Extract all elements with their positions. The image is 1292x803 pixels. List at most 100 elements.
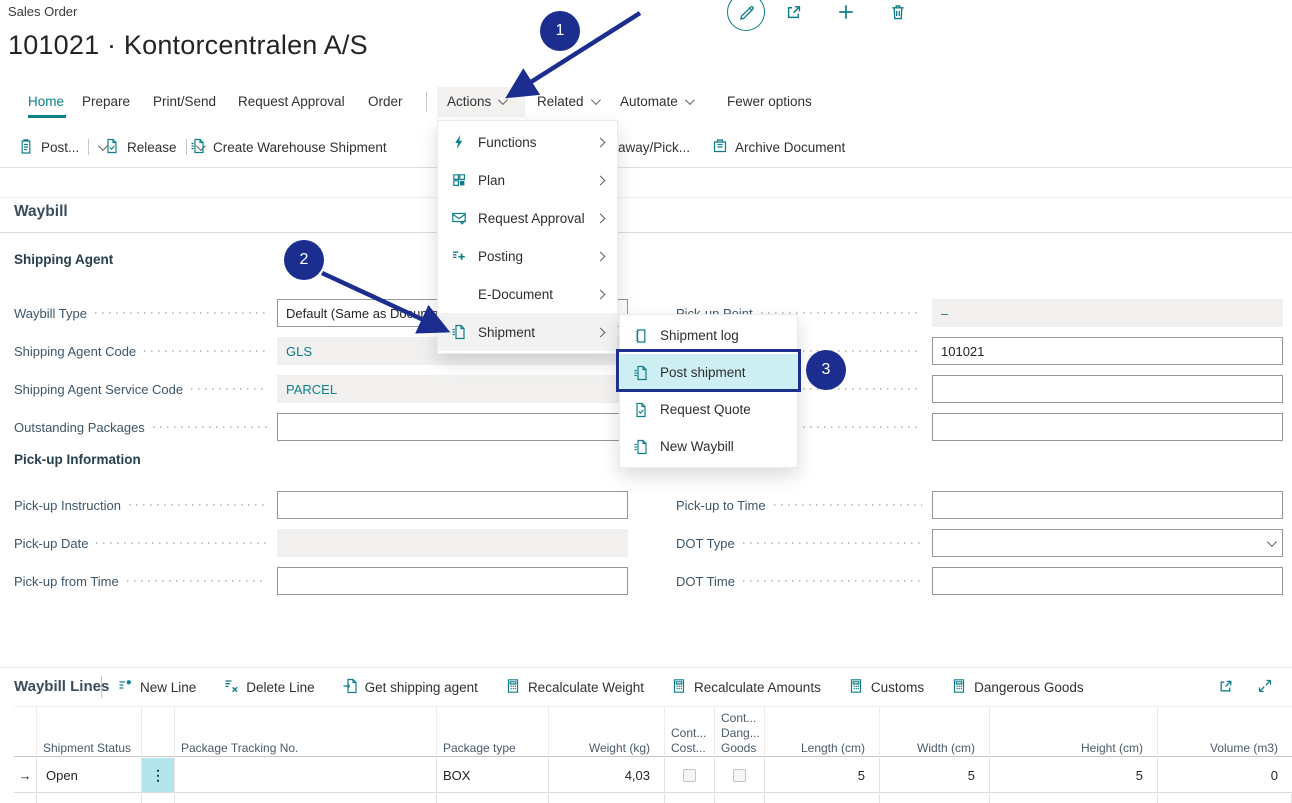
menu-item-shipment[interactable]: Shipment: [438, 313, 617, 351]
dot-time-input[interactable]: [932, 567, 1283, 595]
share-lines-button[interactable]: [1218, 678, 1234, 694]
pickup-to-time-input[interactable]: [932, 491, 1283, 519]
expand-lines-button[interactable]: [1257, 678, 1273, 694]
tab-actions[interactable]: Actions: [447, 94, 509, 109]
chevron-right-icon: [595, 175, 606, 185]
chevron-right-icon: [595, 251, 606, 261]
menu-item-e-document[interactable]: E-Document: [438, 275, 617, 313]
menu-item-request-approval[interactable]: Request Approval: [438, 199, 617, 237]
new-line-button[interactable]: New Line: [117, 678, 196, 697]
bolt-icon: [451, 134, 468, 150]
hidden-label-input-2[interactable]: [932, 413, 1283, 441]
tab-print-send[interactable]: Print/Send: [153, 94, 217, 109]
cell-package-type[interactable]: BOX: [437, 758, 549, 792]
col-package-tracking-no[interactable]: Package Tracking No.: [175, 707, 437, 760]
table-row: → Open ⋮ BOX 4,03 5 5 5 0: [14, 758, 1292, 793]
create-warehouse-shipment-button[interactable]: Create Warehouse Shipment: [190, 131, 387, 163]
col-volume[interactable]: Volume (m3): [1209, 741, 1278, 755]
clipboard-icon: [18, 138, 34, 157]
chevron-down-icon: [590, 95, 601, 106]
col-row-marker: [14, 707, 37, 760]
recalculate-amounts-button[interactable]: Recalculate Amounts: [671, 678, 821, 697]
cell-shipment-status[interactable]: Open: [37, 758, 142, 792]
chevron-down-icon[interactable]: [1266, 536, 1277, 547]
tab-request-approval[interactable]: Request Approval: [238, 94, 345, 109]
plus-icon: [837, 3, 855, 24]
waybill-lines-header-row: Shipment Status Package Tracking No. Pac…: [14, 706, 1292, 760]
customs-button[interactable]: Customs: [848, 678, 924, 697]
order-no-input[interactable]: 101021: [932, 337, 1283, 365]
page-title: 101021 · Kontorcentralen A/S: [8, 30, 368, 60]
cell-width[interactable]: 5: [880, 758, 990, 792]
breadcrumb[interactable]: Sales Order: [8, 4, 78, 19]
cont-dang-goods-checkbox[interactable]: [733, 768, 746, 782]
release-button[interactable]: Release: [104, 131, 206, 163]
cell-package-tracking-no[interactable]: [175, 758, 437, 792]
submenu-item-shipment-log[interactable]: Shipment log: [620, 317, 797, 354]
post-button[interactable]: Post...: [18, 131, 109, 163]
cell-length[interactable]: 5: [765, 758, 880, 792]
post-shipment-doc-icon: [633, 365, 650, 381]
delete-button[interactable]: [886, 1, 910, 25]
archive-document-button[interactable]: Archive Document: [712, 131, 845, 163]
row-menu-button[interactable]: ⋮: [142, 758, 175, 792]
cell-height[interactable]: 5: [990, 758, 1158, 792]
recalculate-weight-button[interactable]: Recalculate Weight: [505, 678, 644, 697]
get-agent-doc-icon: [342, 678, 358, 697]
waybill-section-title[interactable]: Waybill: [14, 203, 68, 220]
outstanding-packages-input[interactable]: [277, 413, 628, 441]
col-height[interactable]: Height (cm): [990, 707, 1158, 760]
shipping-agent-service-code-field[interactable]: PARCEL: [277, 375, 628, 403]
tab-home[interactable]: Home: [28, 94, 65, 109]
menu-item-plan[interactable]: Plan: [438, 161, 617, 199]
col-weight[interactable]: Weight (kg): [549, 707, 665, 760]
share-button[interactable]: [782, 1, 806, 25]
pickup-from-time-input[interactable]: [277, 567, 628, 595]
release-doc-icon: [104, 138, 120, 157]
cell-weight[interactable]: 4,03: [549, 758, 665, 792]
delete-line-icon: [223, 678, 239, 697]
pickup-point-field[interactable]: –: [932, 299, 1283, 327]
tab-separator: [426, 92, 427, 112]
field-row-shipment-no: 101021: [676, 337, 1283, 365]
hidden-label-input-1[interactable]: [932, 375, 1283, 403]
menu-item-posting[interactable]: Posting: [438, 237, 617, 275]
get-shipping-agent-button[interactable]: Get shipping agent: [342, 678, 478, 697]
putaway-pick-button[interactable]: away/Pick...: [618, 139, 691, 155]
submenu-item-new-waybill[interactable]: New Waybill: [620, 428, 797, 465]
pickup-date-field[interactable]: [277, 529, 628, 557]
delete-line-button[interactable]: Delete Line: [223, 678, 315, 697]
tab-fewer-options[interactable]: Fewer options: [727, 94, 812, 109]
col-length[interactable]: Length (cm): [765, 707, 880, 760]
divider: [0, 197, 1292, 198]
edit-button[interactable]: [727, 0, 765, 31]
new-button[interactable]: [834, 1, 858, 25]
tab-automate[interactable]: Automate: [620, 94, 695, 109]
actions-dropdown-menu: Functions Plan Request Approval Posting …: [437, 120, 618, 354]
dot-type-select[interactable]: [932, 529, 1283, 557]
col-cont-dang-goods[interactable]: Cont... Dang... Goods: [715, 707, 765, 760]
submenu-item-request-quote[interactable]: Request Quote: [620, 391, 797, 428]
dangerous-goods-button[interactable]: Dangerous Goods: [951, 678, 1084, 697]
submenu-item-post-shipment[interactable]: Post shipment: [620, 354, 797, 391]
cell-volume[interactable]: 0: [1270, 767, 1278, 783]
col-cont-cost[interactable]: Cont... Cost...: [665, 707, 715, 760]
col-package-type[interactable]: Package type: [437, 707, 549, 760]
dangerous-goods-doc-icon: [951, 678, 967, 697]
calculator-icon: [671, 678, 687, 697]
action-bar: Post... Release Create Warehouse Shipmen…: [0, 131, 1292, 163]
col-width[interactable]: Width (cm): [880, 707, 990, 760]
tab-prepare[interactable]: Prepare: [82, 94, 131, 109]
menu-item-functions[interactable]: Functions: [438, 123, 617, 161]
pickup-instruction-input[interactable]: [277, 491, 628, 519]
field-row-pickup-instruction: Pick-up Instruction: [14, 491, 628, 519]
divider: [0, 232, 1292, 233]
annotation-step-3: 3: [806, 350, 846, 390]
share-icon: [785, 3, 803, 24]
field-row-pickup-from-time: Pick-up from Time: [14, 567, 628, 595]
pencil-icon: [737, 2, 755, 23]
tab-related[interactable]: Related: [537, 94, 601, 109]
cont-cost-checkbox[interactable]: [683, 768, 696, 782]
col-shipment-status[interactable]: Shipment Status: [37, 707, 142, 760]
tab-order[interactable]: Order: [368, 94, 403, 109]
